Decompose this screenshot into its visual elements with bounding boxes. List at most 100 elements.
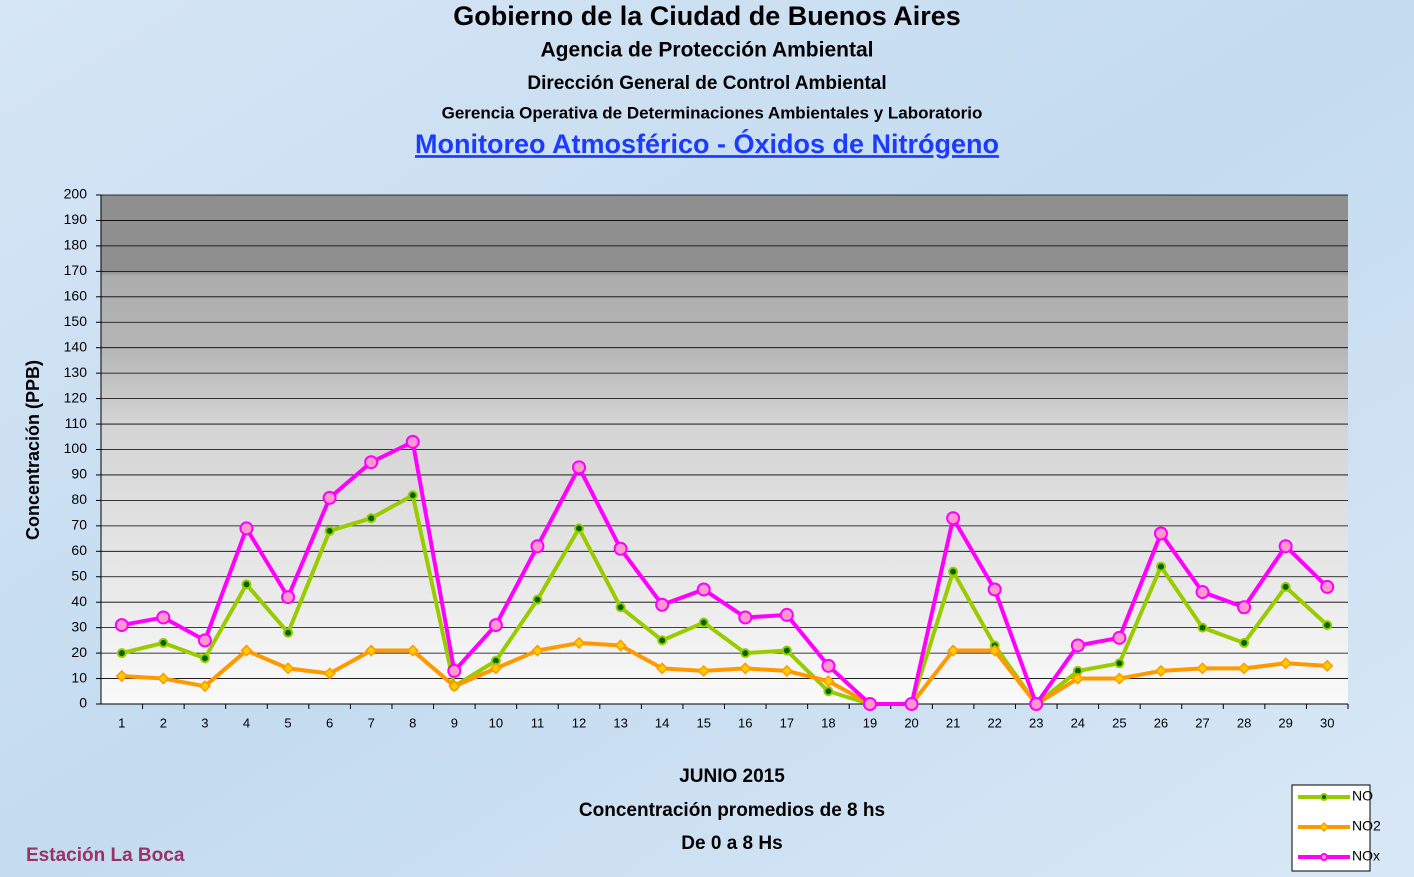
y-tick-label: 0 [79,695,87,711]
data-point [572,636,586,649]
data-point [1071,672,1084,685]
data-point [1154,664,1168,677]
subtitle: Dirección General de Control Ambiental [527,73,886,94]
data-point [365,644,378,657]
x-tick-label: 10 [489,715,503,730]
x-tick-label: 16 [738,715,752,730]
data-point [531,644,544,657]
y-tick-label: 30 [71,618,87,634]
x-tick-label: 22 [987,715,1001,730]
x-axis-label: JUNIO 2015 [679,766,785,787]
x-tick-label: 20 [904,715,918,730]
x-tick-label: 26 [1154,715,1168,730]
data-point [615,602,626,613]
data-point [489,662,502,675]
data-point [239,521,254,536]
x-tick-label: 25 [1112,715,1126,730]
data-point [1238,662,1251,675]
x-tick-label: 13 [613,715,627,730]
y-tick-label: 200 [64,186,88,202]
legend-marker [1320,793,1328,801]
y-tick-label: 190 [64,211,88,227]
data-point [323,667,336,680]
x-tick-label: 1 [118,715,125,730]
data-point [822,675,835,688]
data-point [1070,638,1085,653]
data-point [614,639,627,652]
data-point [947,644,960,657]
data-point [1029,697,1044,711]
data-point [1196,662,1209,675]
data-point [698,617,709,628]
legend-label: NO [1352,788,1373,804]
data-point [1322,620,1333,631]
x-tick-label: 11 [531,715,545,730]
data-point [987,582,1002,597]
data-point [823,686,834,697]
data-point [240,644,253,657]
data-point [657,635,668,646]
y-tick-label: 90 [71,466,87,482]
data-point [283,627,294,638]
data-point [1279,657,1292,670]
x-tick-label: 12 [572,715,586,730]
legend-label: NO2 [1352,818,1381,834]
x-tick-label: 21 [946,715,960,730]
subtitle: Agencia de Protección Ambiental [541,39,874,62]
x-tick-label: 4 [243,715,250,730]
data-point [241,579,252,590]
series-line [121,493,1329,706]
data-point [447,663,462,678]
y-tick-label: 130 [64,364,88,380]
data-point [324,525,335,536]
data-point [198,680,211,693]
title: Gobierno de la Ciudad de Buenos Aires [453,1,961,31]
data-point [157,672,170,685]
legend-marker [1320,853,1328,861]
x-tick-label: 19 [863,715,877,730]
data-point [1278,539,1293,554]
x-tick-label: 3 [201,715,208,730]
data-point [115,669,128,683]
data-point [405,434,420,449]
y-axis-label: Concentración (PPB) [23,360,43,540]
x-tick-label: 23 [1029,715,1043,730]
x-tick-label: 27 [1195,715,1209,730]
x-tick-label: 28 [1237,715,1251,730]
y-tick-label: 20 [71,644,87,660]
legend-marker [1318,821,1330,833]
data-point [740,648,751,659]
data-point [197,633,212,648]
data-point [1280,581,1291,592]
data-point [821,658,836,673]
link-title[interactable]: Monitoreo Atmosférico - Óxidos de Nitróg… [415,128,999,159]
x-axis-label: De 0 a 8 Hs [681,833,782,854]
data-point [781,645,792,656]
data-point [488,618,503,633]
y-tick-label: 50 [71,567,87,583]
data-point [948,566,959,577]
x-tick-label: 24 [1071,715,1085,730]
y-tick-label: 100 [64,440,88,456]
data-point [530,539,545,554]
y-tick-label: 160 [64,288,88,304]
x-tick-label: 18 [821,715,835,730]
data-point [448,680,461,693]
data-point [158,637,169,648]
data-point [738,610,753,625]
y-tick-label: 140 [64,338,88,354]
legend-label: NOx [1352,848,1380,864]
data-point [696,582,711,597]
data-point [780,664,793,677]
x-tick-label: 29 [1278,715,1292,730]
data-point [1197,622,1208,633]
y-tick-label: 170 [64,262,88,278]
data-point [156,610,171,625]
x-tick-label: 7 [368,715,375,730]
data-point [697,664,710,677]
data-point [114,618,129,633]
x-tick-label: 30 [1320,715,1334,730]
y-tick-label: 60 [71,542,87,558]
y-tick-label: 70 [71,517,87,533]
